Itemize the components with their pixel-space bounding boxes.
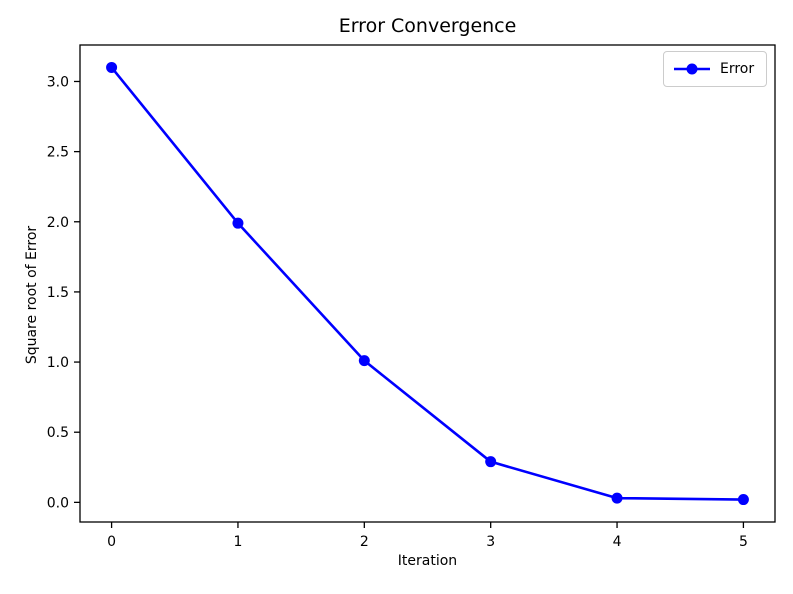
x-axis-label: Iteration — [397, 553, 458, 569]
x-tick-label: 1 — [233, 534, 242, 550]
plot-frame — [79, 44, 776, 523]
x-tick-label: 2 — [360, 534, 369, 550]
y-tick-label: 2.5 — [47, 145, 69, 161]
data-point-marker — [485, 456, 497, 468]
legend-line-sample — [674, 63, 710, 75]
data-point-marker — [611, 492, 623, 504]
chart-title: Error Convergence — [338, 15, 517, 37]
legend-marker-icon — [686, 63, 698, 75]
x-tick-label: 4 — [613, 534, 622, 550]
x-tick-label: 3 — [486, 534, 495, 550]
y-tick-label: 0.0 — [47, 495, 69, 511]
x-tick-label: 0 — [107, 534, 116, 550]
y-tick-label: 0.5 — [47, 425, 69, 441]
data-point-marker — [106, 61, 118, 73]
x-tick-label: 5 — [739, 534, 748, 550]
data-point-marker — [358, 355, 370, 367]
data-point-marker — [232, 217, 244, 229]
y-tick-label: 2.0 — [47, 215, 69, 231]
y-tick-label: 1.0 — [47, 355, 69, 371]
y-tick-label: 1.5 — [47, 285, 69, 301]
data-point-marker — [737, 494, 749, 506]
y-axis-label: Square root of Error — [24, 225, 40, 365]
legend: Error — [663, 51, 767, 87]
legend-label: Error — [720, 61, 755, 77]
y-tick-label: 3.0 — [47, 74, 69, 90]
error-line — [110, 66, 745, 501]
